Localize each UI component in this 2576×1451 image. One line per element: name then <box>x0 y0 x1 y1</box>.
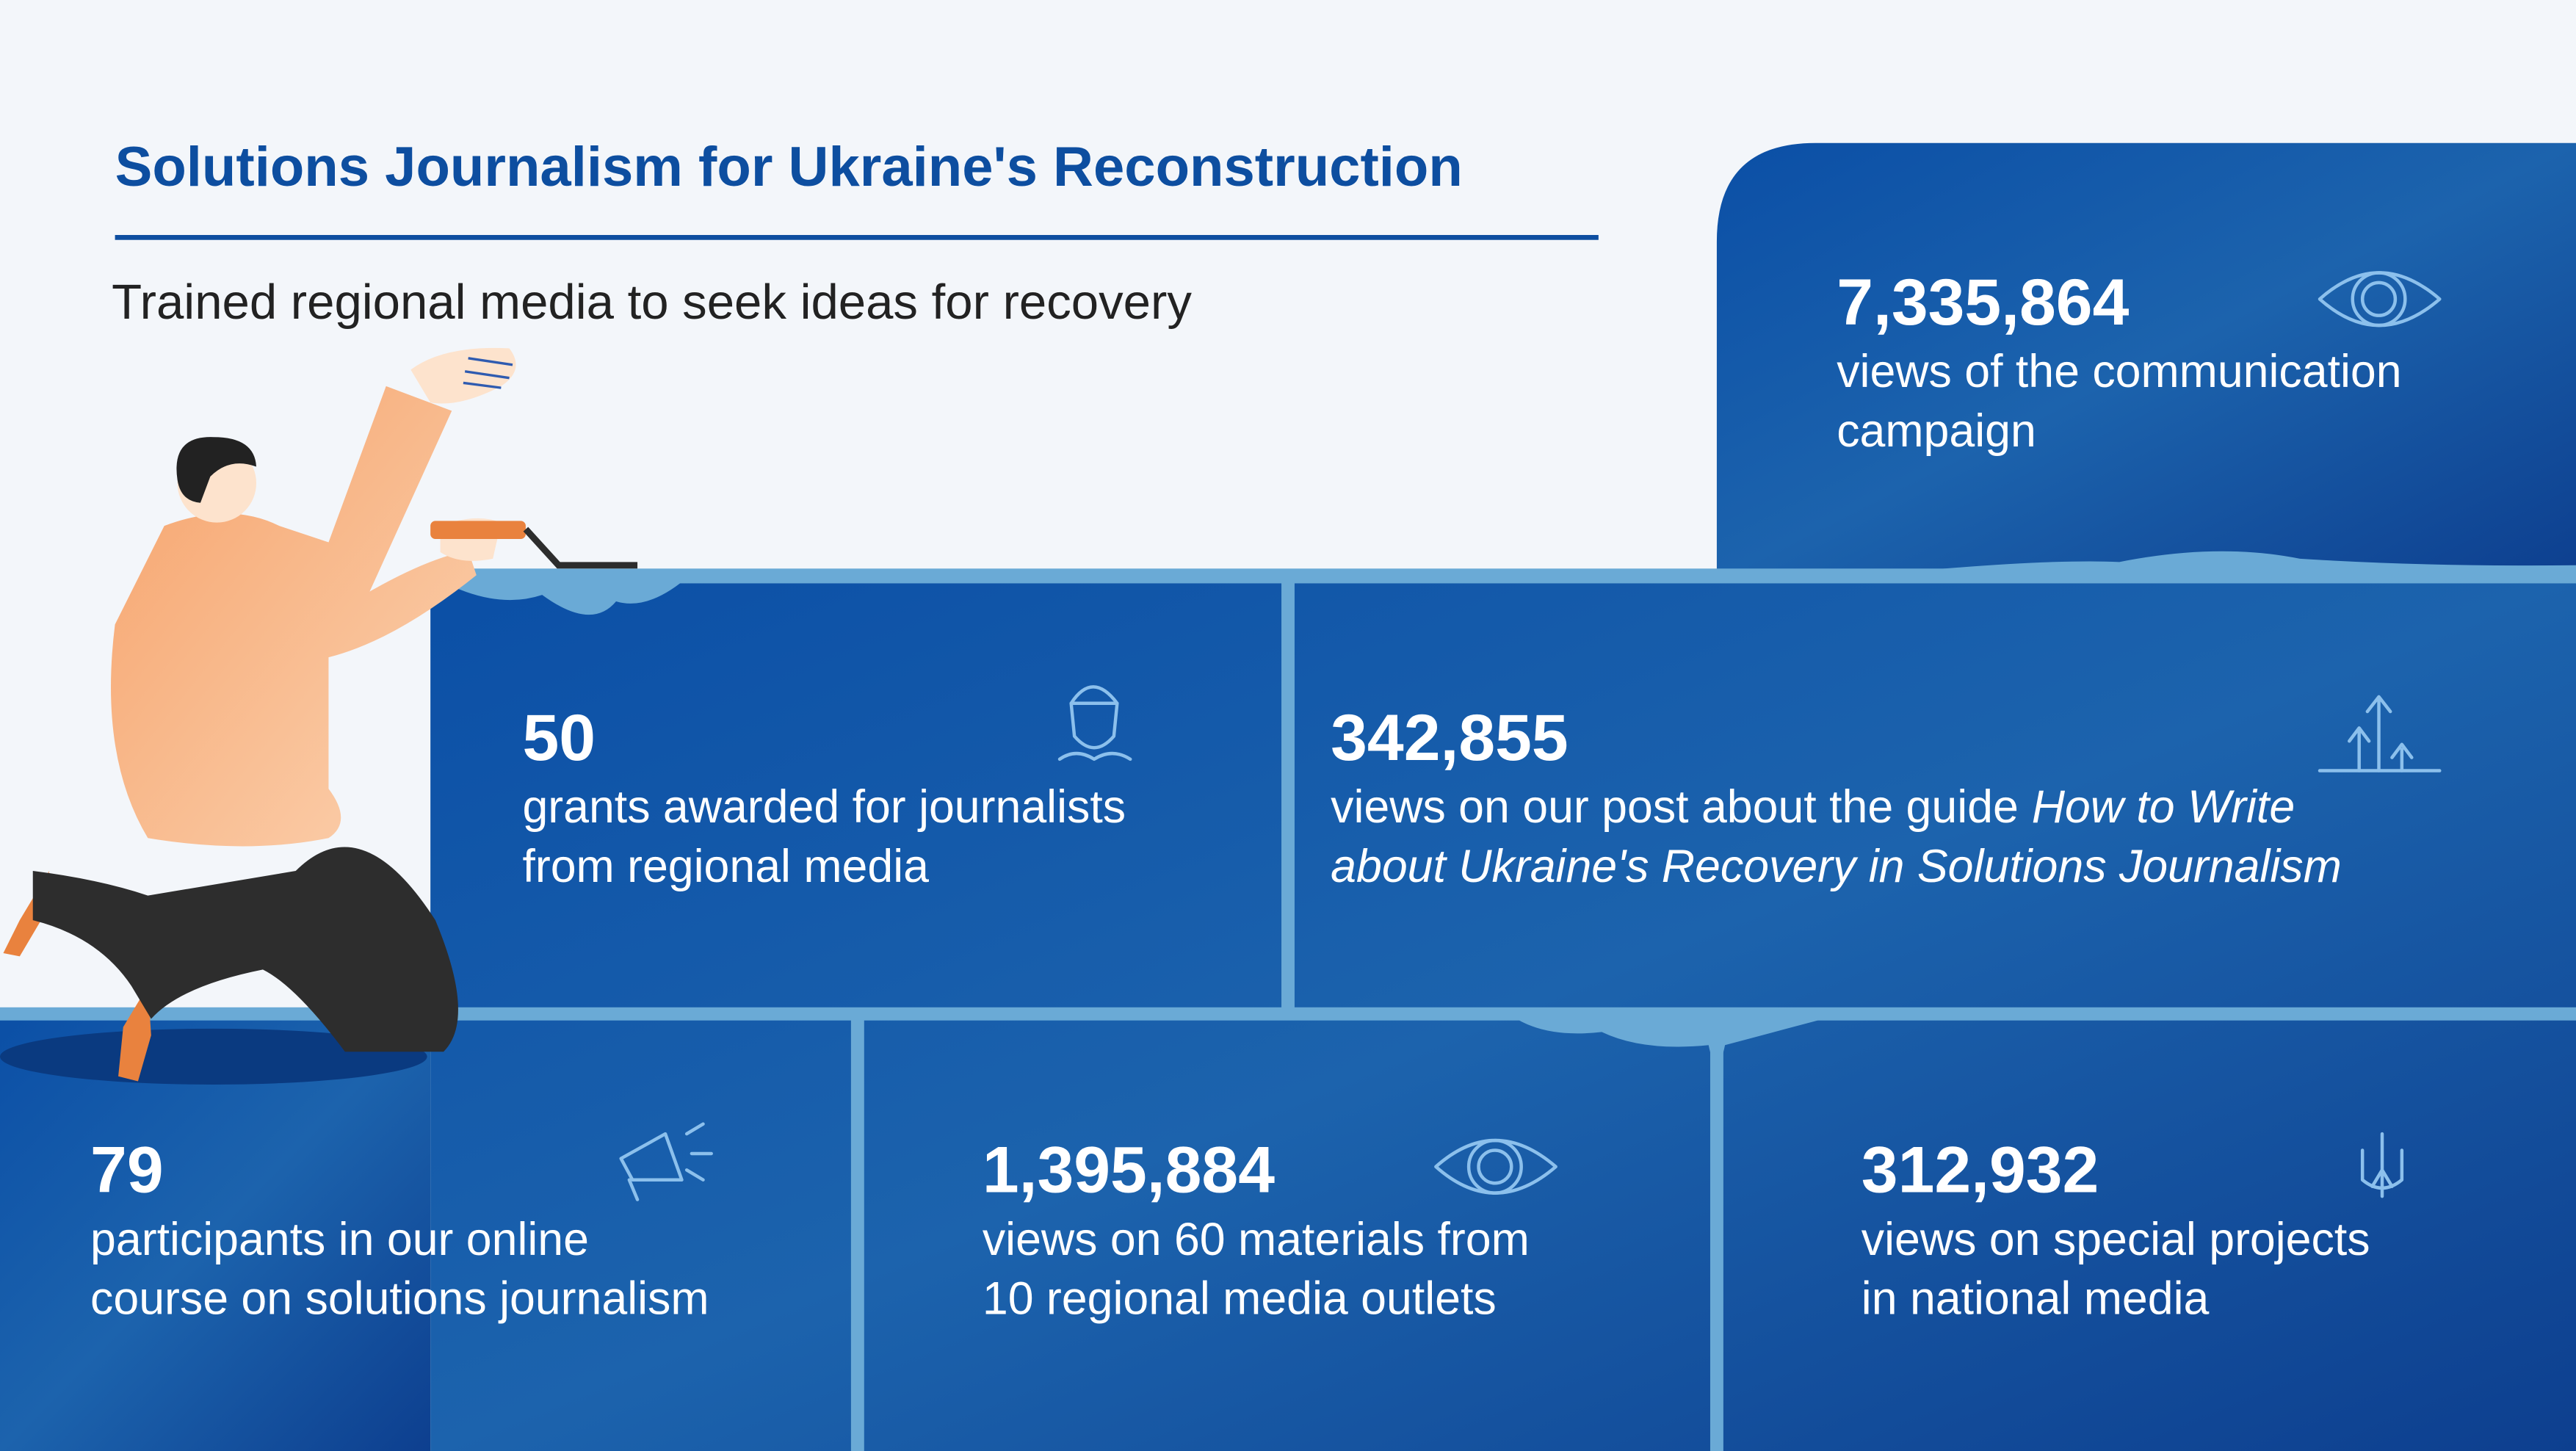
description-segment: course on solutions journalism <box>90 1273 709 1324</box>
description-segment: about Ukraine's Recovery in Solutions Jo… <box>1331 840 2342 891</box>
stat-box <box>1716 142 2576 579</box>
description-segment: from regional media <box>522 840 929 891</box>
growth-icon <box>2318 695 2442 772</box>
stat-value: 79 <box>90 1133 164 1206</box>
separators <box>0 551 2576 1451</box>
description-segment: participants in our online <box>90 1213 589 1264</box>
stat-description: views on special projects <box>1862 1213 2370 1264</box>
description-segment: campaign <box>1837 405 2036 456</box>
stat-value: 50 <box>522 701 596 774</box>
title: Solutions Journalism for Ukraine's Recon… <box>115 136 1463 198</box>
description-segment: in national media <box>1862 1273 2210 1324</box>
title-underline <box>115 235 1599 240</box>
journalist-icon <box>1057 685 1132 761</box>
description-segment: grants awarded for journalists <box>522 781 1126 833</box>
description-segment: views of the communication <box>1837 346 2401 397</box>
stat-description: participants in our online <box>90 1213 589 1264</box>
stat-value: 7,335,864 <box>1837 265 2129 339</box>
description-segment: 10 regional media outlets <box>983 1273 1497 1324</box>
description-segment: views on 60 materials from <box>983 1213 1530 1264</box>
stat-value: 1,395,884 <box>983 1133 1275 1206</box>
trident-icon <box>2360 1132 2404 1198</box>
stat-description: about Ukraine's Recovery in Solutions Jo… <box>1331 840 2342 891</box>
description-segment: views on our post about the guide <box>1331 781 2019 833</box>
stat-value: 312,932 <box>1862 1133 2099 1206</box>
stat-description: 10 regional media outlets <box>983 1273 1497 1324</box>
eye-icon <box>2318 271 2442 328</box>
description-segment: How to Write <box>2032 781 2295 833</box>
stat-description: grants awarded for journalists <box>522 781 1126 833</box>
eye-icon <box>1434 1138 1557 1195</box>
shadow <box>0 1028 427 1085</box>
subtitle: Trained regional media to seek ideas for… <box>112 275 1192 330</box>
description-segment: views on special projects <box>1862 1213 2370 1264</box>
stat-description: views on our post about the guide How to … <box>1331 781 2295 833</box>
stat-description: campaign <box>1837 405 2036 456</box>
stat-description: from regional media <box>522 840 929 891</box>
stat-description: views on 60 materials from <box>983 1213 1530 1264</box>
illustration <box>3 347 638 1082</box>
stat-value: 342,855 <box>1331 701 1568 774</box>
stat-description: in national media <box>1862 1273 2210 1324</box>
megaphone-icon <box>619 1122 713 1201</box>
stat-description: course on solutions journalism <box>90 1273 709 1324</box>
stat-description: views of the communication <box>1837 346 2401 397</box>
